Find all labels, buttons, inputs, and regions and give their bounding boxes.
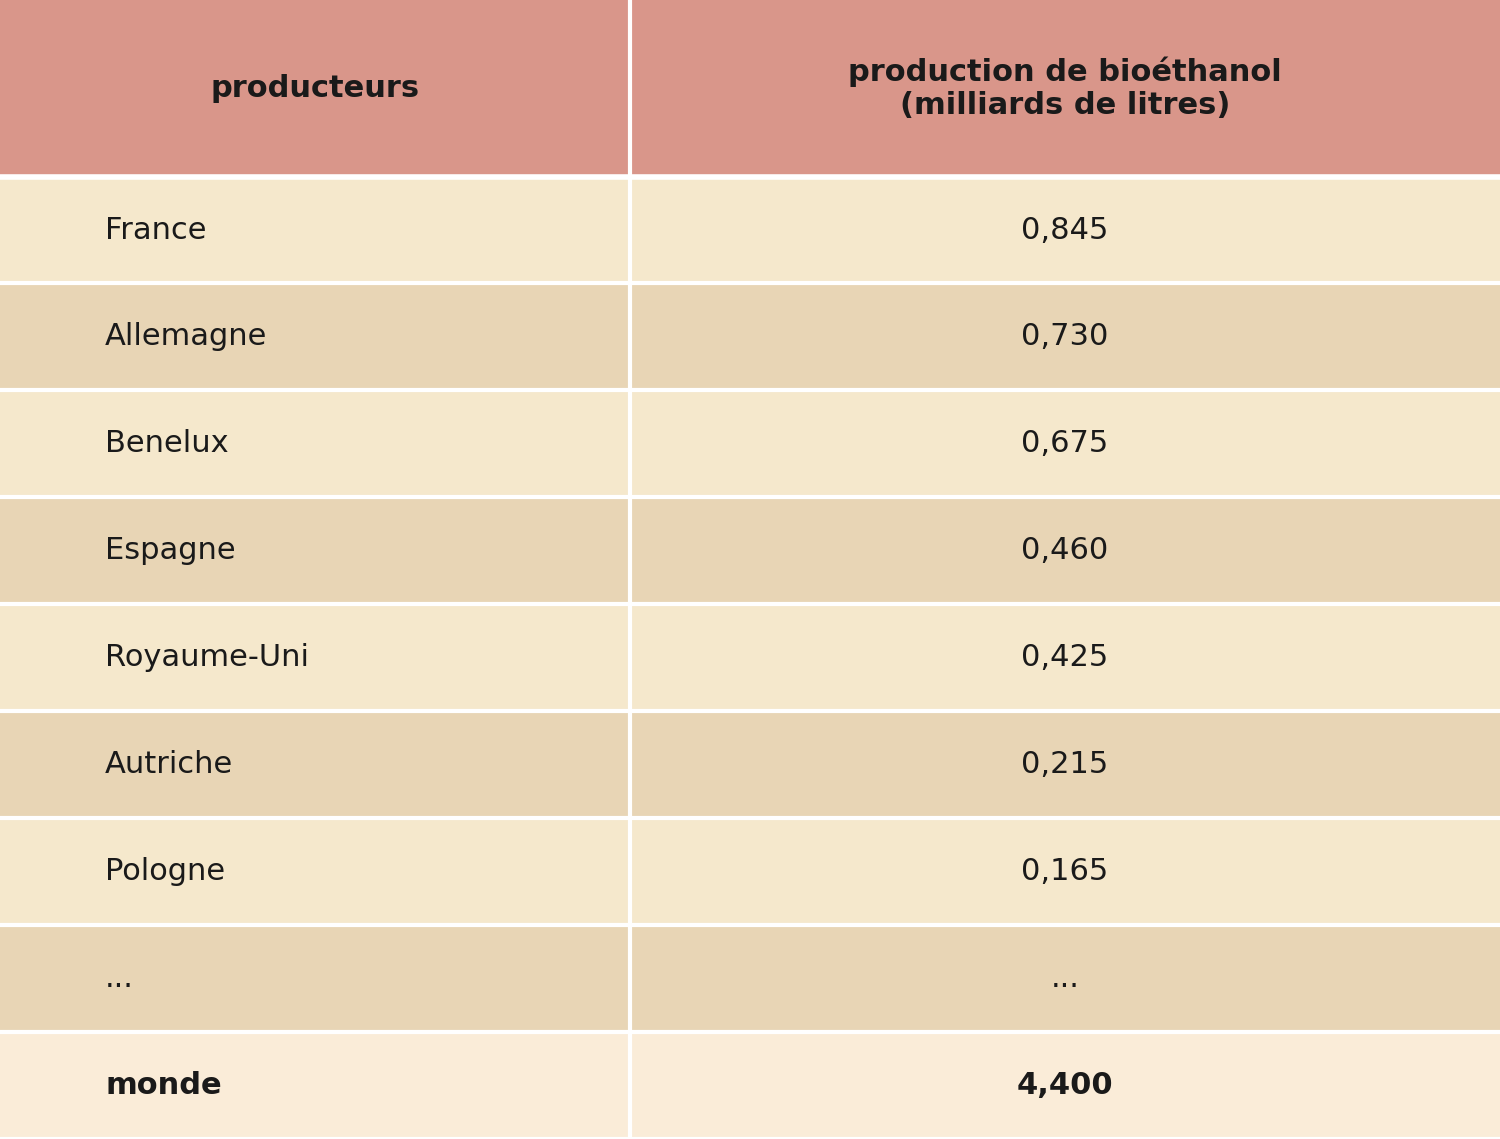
Text: Benelux: Benelux	[105, 429, 228, 458]
Bar	[630, 925, 1500, 1032]
Bar	[630, 177, 1500, 284]
Text: ...: ...	[105, 964, 134, 993]
Bar	[0, 0, 630, 177]
Text: 0,675: 0,675	[1022, 429, 1108, 458]
Text: Allemagne: Allemagne	[105, 322, 267, 352]
Bar	[0, 177, 630, 284]
Text: 0,845: 0,845	[1022, 215, 1108, 245]
Bar	[0, 711, 630, 818]
Bar	[630, 605, 1500, 711]
Text: production de bioéthanol
(milliards de litres): production de bioéthanol (milliards de l…	[847, 56, 1282, 121]
Text: monde: monde	[105, 1071, 222, 1100]
Bar	[0, 498, 630, 605]
Bar	[630, 1032, 1500, 1139]
Text: Pologne: Pologne	[105, 858, 225, 886]
Text: Autriche: Autriche	[105, 751, 234, 779]
Bar	[630, 711, 1500, 818]
Text: 0,730: 0,730	[1022, 322, 1108, 352]
Text: producteurs: producteurs	[210, 74, 420, 103]
Text: ...: ...	[1050, 964, 1080, 993]
Bar	[630, 0, 1500, 177]
Text: 0,460: 0,460	[1022, 536, 1108, 565]
Bar	[0, 391, 630, 498]
Bar	[0, 605, 630, 711]
Text: France: France	[105, 215, 207, 245]
Text: 0,215: 0,215	[1022, 751, 1108, 779]
Text: Espagne: Espagne	[105, 536, 236, 565]
Bar	[0, 818, 630, 925]
Text: 4,400: 4,400	[1017, 1071, 1113, 1100]
Bar	[0, 284, 630, 391]
Bar	[630, 391, 1500, 498]
Text: Royaume-Uni: Royaume-Uni	[105, 644, 309, 672]
Text: 0,165: 0,165	[1022, 858, 1108, 886]
Text: 0,425: 0,425	[1022, 644, 1108, 672]
Bar	[0, 925, 630, 1032]
Bar	[630, 498, 1500, 605]
Bar	[0, 1032, 630, 1139]
Bar	[630, 818, 1500, 925]
Bar	[630, 284, 1500, 391]
